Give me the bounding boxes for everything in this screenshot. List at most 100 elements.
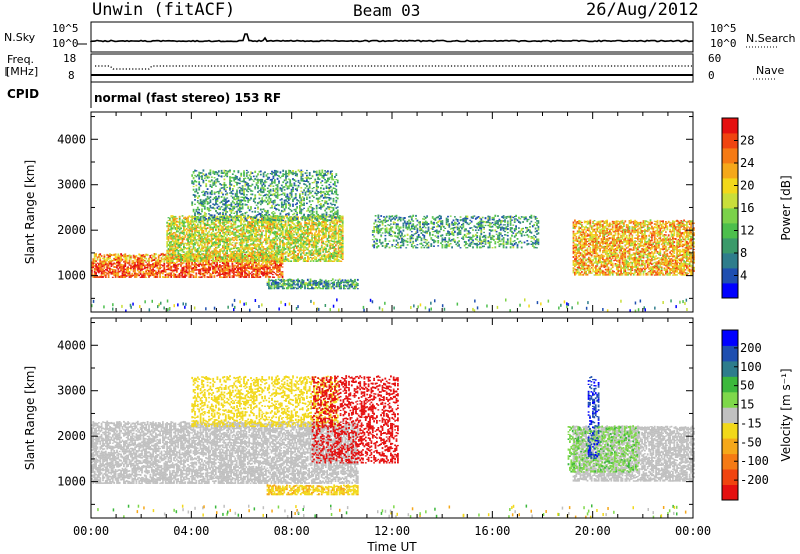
power-echo-cell [134,255,136,258]
power-echo-cell [303,197,305,200]
power-echo-cell [170,245,173,248]
power-echo-cell [209,224,212,227]
power-echo-cell [110,265,113,267]
power-echo-cell [223,175,226,178]
power-echo-cell [210,214,213,217]
power-echo-cell [224,256,227,259]
power-echo-cell [206,243,209,246]
power-echo-cell [259,270,262,272]
power-echo-cell [269,257,272,259]
power-echo-cell [327,207,329,209]
power-echo-cell [309,231,312,234]
power-echo-cell [166,221,169,224]
power-echo-cell [173,244,175,247]
power-echo-cell [213,219,216,222]
power-echo-cell [315,249,318,251]
power-echo-cell [254,216,257,219]
power-echo-cell [235,247,238,250]
power-echo-cell [227,270,230,273]
power-echo-cell [235,255,238,257]
power-echo-cell [238,247,241,249]
power-echo-cell [325,255,327,257]
power-echo-cell [232,269,235,272]
power-echo-cell [198,172,201,175]
power-echo-cell [202,245,205,247]
power-echo-cell [240,207,243,210]
power-echo-cell [280,220,283,223]
power-echo-cell [256,230,259,232]
power-echo-cell [207,269,210,272]
power-echo-cell [336,240,339,243]
power-echo-cell [141,264,143,267]
power-echo-cell [199,271,202,274]
power-echo-cell [265,213,268,216]
power-echo-cell [252,217,255,220]
power-echo-cell [209,209,212,212]
power-echo-cell [285,182,287,184]
power-echo-cell [226,255,228,257]
power-echo-cell [249,225,252,228]
power-echo-cell [263,270,266,272]
power-echo-cell [260,264,263,268]
power-echo-cell [227,219,230,222]
power-echo-cell [260,260,263,262]
power-echo-cell [163,262,166,265]
power-echo-cell [270,264,273,266]
power-echo-cell [337,218,340,221]
power-echo-cell [184,256,187,258]
power-echo-cell [247,231,249,234]
power-echo-cell [142,271,145,273]
power-echo-cell [142,264,145,267]
power-echo-cell [252,261,255,264]
power-echo-cell [319,218,322,220]
power-echo-cell [328,183,331,186]
power-echo-cell [240,218,242,220]
power-echo-cell [255,228,258,231]
power-echo-cell [214,264,217,267]
power-echo-cell [183,231,185,234]
power-echo-cell [259,220,262,223]
power-echo-cell [201,191,203,193]
power-echo-cell [241,229,244,232]
power-echo-cell [316,217,319,220]
power-echo-cell [336,232,339,235]
power-echo-cell [168,267,171,269]
power-echo-cell [199,219,202,222]
power-echo-cell [229,239,231,241]
power-echo-cell [264,274,267,276]
power-echo-cell [138,274,141,277]
power-echo-cell [281,230,284,232]
power-echo-cell [131,272,134,275]
power-echo-cell [227,230,230,232]
power-echo-cell [205,239,208,242]
power-echo-cell [300,186,303,189]
power-echo-cell [290,257,293,259]
power-echo-cell [321,171,324,174]
power-echo-cell [308,187,311,189]
power-echo-cell [138,265,141,267]
power-echo-cell [311,257,313,260]
power-echo-cell [290,228,293,230]
power-echo-cell [223,218,226,222]
power-echo-cell [130,276,132,278]
power-echo-cell [234,274,237,276]
power-echo-cell [195,273,198,276]
power-echo-cell [113,270,116,273]
power-echo-cell [196,245,199,247]
power-echo-cell [166,238,169,240]
power-echo-cell [311,244,313,247]
power-echo-cell [280,240,283,243]
power-echo-cell [316,223,319,225]
power-echo-cell [259,200,262,203]
power-echo-cell [287,224,290,227]
power-echo-cell [132,267,135,270]
power-echo-cell [128,273,131,276]
power-echo-cell [234,258,237,261]
power-echo-cell [326,228,329,231]
power-echo-cell [227,231,230,234]
power-echo-cell [242,234,245,236]
power-echo-cell [258,193,261,196]
power-echo-cell [251,221,254,223]
power-echo-cell [279,246,281,248]
power-echo-cell [341,238,344,240]
